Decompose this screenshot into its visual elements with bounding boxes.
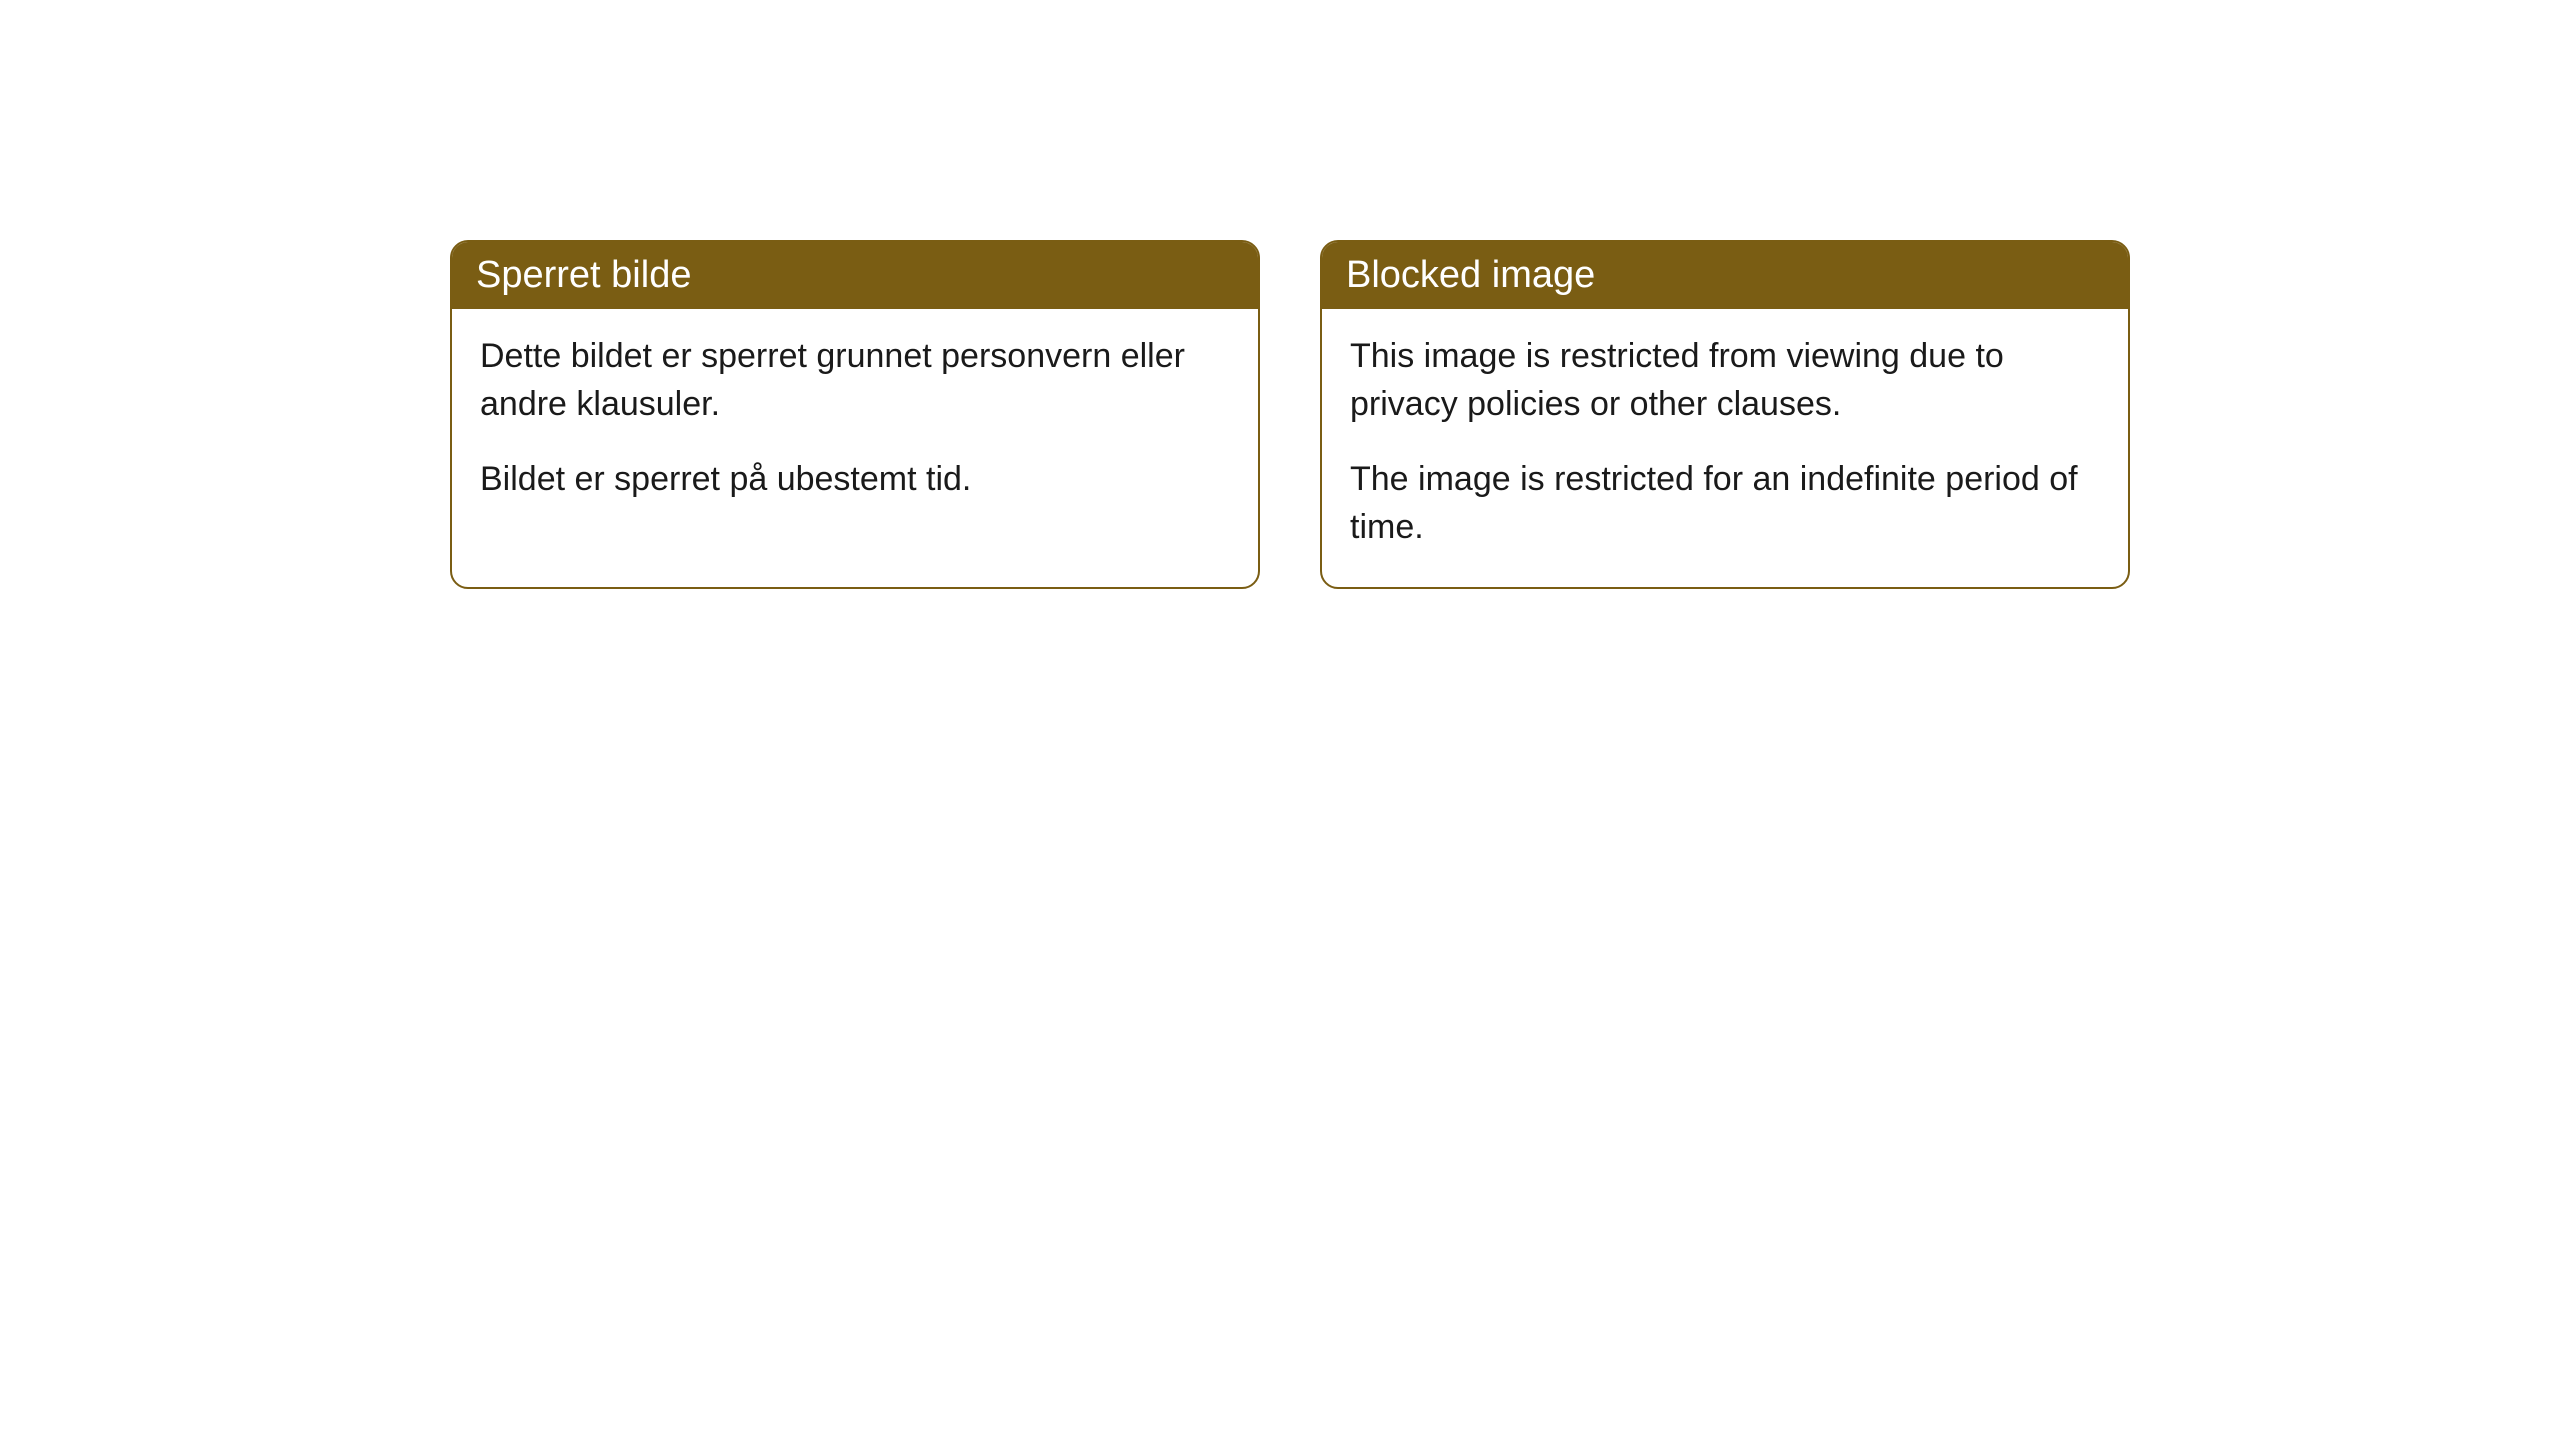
- card-body-en: This image is restricted from viewing du…: [1322, 309, 2128, 587]
- card-text-en-2: The image is restricted for an indefinit…: [1350, 456, 2100, 551]
- card-text-en-1: This image is restricted from viewing du…: [1350, 333, 2100, 428]
- blocked-image-card-no: Sperret bilde Dette bildet er sperret gr…: [450, 240, 1260, 589]
- cards-container: Sperret bilde Dette bildet er sperret gr…: [450, 240, 2130, 589]
- card-text-no-2: Bildet er sperret på ubestemt tid.: [480, 456, 1230, 504]
- card-text-no-1: Dette bildet er sperret grunnet personve…: [480, 333, 1230, 428]
- card-header-en: Blocked image: [1322, 242, 2128, 309]
- card-body-no: Dette bildet er sperret grunnet personve…: [452, 309, 1258, 540]
- card-header-no: Sperret bilde: [452, 242, 1258, 309]
- blocked-image-card-en: Blocked image This image is restricted f…: [1320, 240, 2130, 589]
